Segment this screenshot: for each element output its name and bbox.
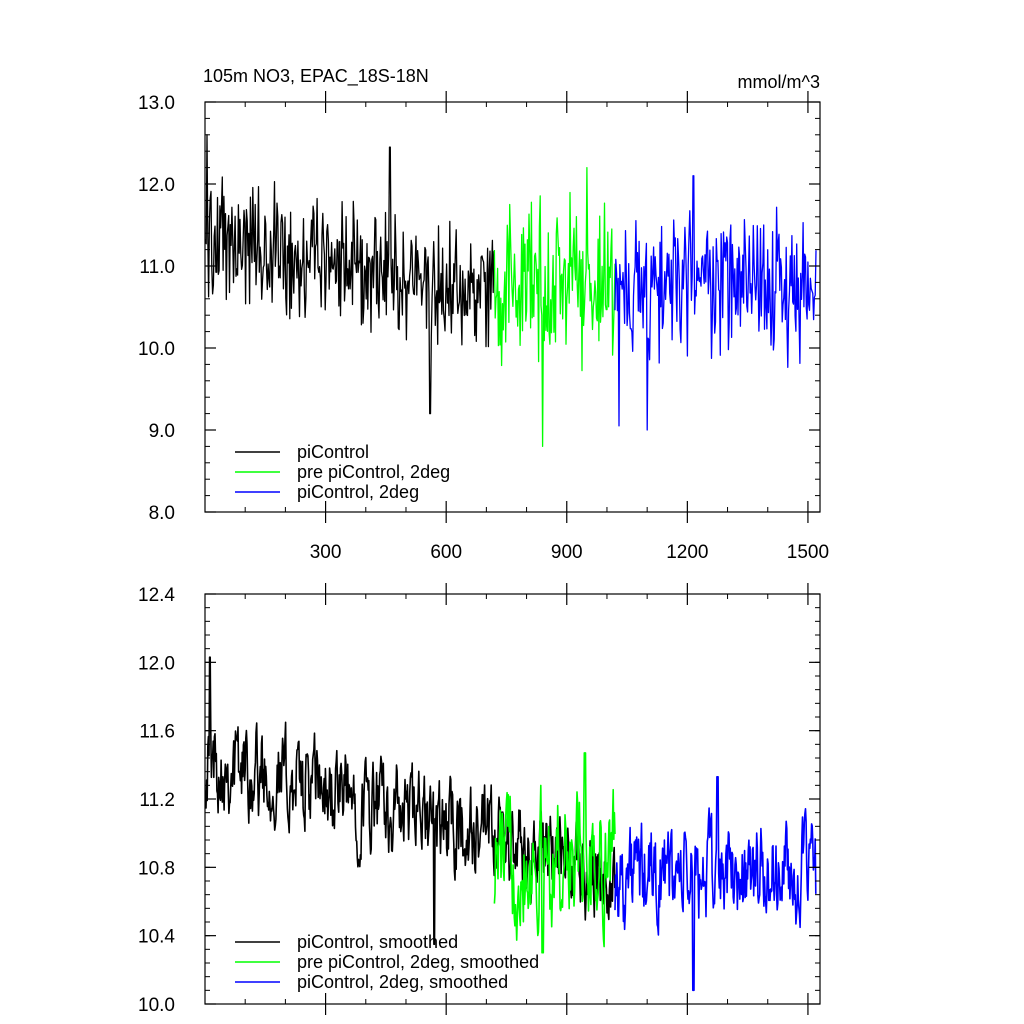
bottom-panel: 10.0 10.4 10.8 11.2 11.6 12.0 12.4 piControl, … <box>138 583 821 1016</box>
series-line-picontrol-smoothed <box>205 656 616 946</box>
y-tick-label: 12.0 <box>138 653 175 674</box>
x-tick-label: 1500 <box>787 542 829 563</box>
x-tick-label: 1200 <box>666 542 708 563</box>
legend-label: piControl, smoothed <box>297 932 458 952</box>
y-tick-label: 12.0 <box>138 175 175 196</box>
y-tick-label: 9.0 <box>149 421 175 442</box>
legend-label: piControl <box>297 442 369 462</box>
series-line-picontrol-2deg <box>614 175 817 431</box>
y-tick-label: 11.6 <box>139 722 175 743</box>
top-panel: 105m NO3, EPAC_18S-18N mmol/m^3 8.0 9.0 10… <box>138 66 829 563</box>
y-tick-label: 11.2 <box>139 790 175 811</box>
x-tick-label: 300 <box>310 542 342 563</box>
top-axes: 8.0 9.0 10.0 11.0 12.0 13.0 300 600 900 1200 1500 <box>138 91 829 563</box>
bottom-series-group <box>205 656 817 992</box>
y-tick-label: 8.0 <box>149 503 175 524</box>
legend-label: piControl, 2deg <box>297 482 419 502</box>
y-tick-label: 12.4 <box>138 585 175 606</box>
series-line-picontrol-2deg-smoothed <box>614 775 817 992</box>
plot-frame <box>204 101 821 513</box>
y-tick-label: 10.0 <box>138 995 175 1016</box>
legend-label: pre piControl, 2deg, smoothed <box>297 952 539 972</box>
legend-label: pre piControl, 2deg <box>297 462 450 482</box>
x-tick-label: 900 <box>551 542 583 563</box>
y-tick-label: 10.4 <box>138 927 175 948</box>
series-line-pre-picontrol-2deg <box>493 166 616 448</box>
chart-title: 105m NO3, EPAC_18S-18N <box>203 66 429 87</box>
series-line-picontrol <box>205 134 495 415</box>
y-tick-label: 10.8 <box>138 858 175 879</box>
series-line-pre-picontrol-2deg-smoothed <box>493 752 616 954</box>
x-tick-label: 600 <box>430 542 462 563</box>
units-label: mmol/m^3 <box>738 72 820 92</box>
y-tick-label: 10.0 <box>138 339 175 360</box>
y-tick-label: 11.0 <box>139 257 175 278</box>
top-series-group <box>205 134 817 448</box>
legend-label: piControl, 2deg, smoothed <box>297 972 508 992</box>
y-tick-label: 13.0 <box>138 93 175 114</box>
bottom-axes: 10.0 10.4 10.8 11.2 11.6 12.0 12.4 <box>138 583 821 1016</box>
